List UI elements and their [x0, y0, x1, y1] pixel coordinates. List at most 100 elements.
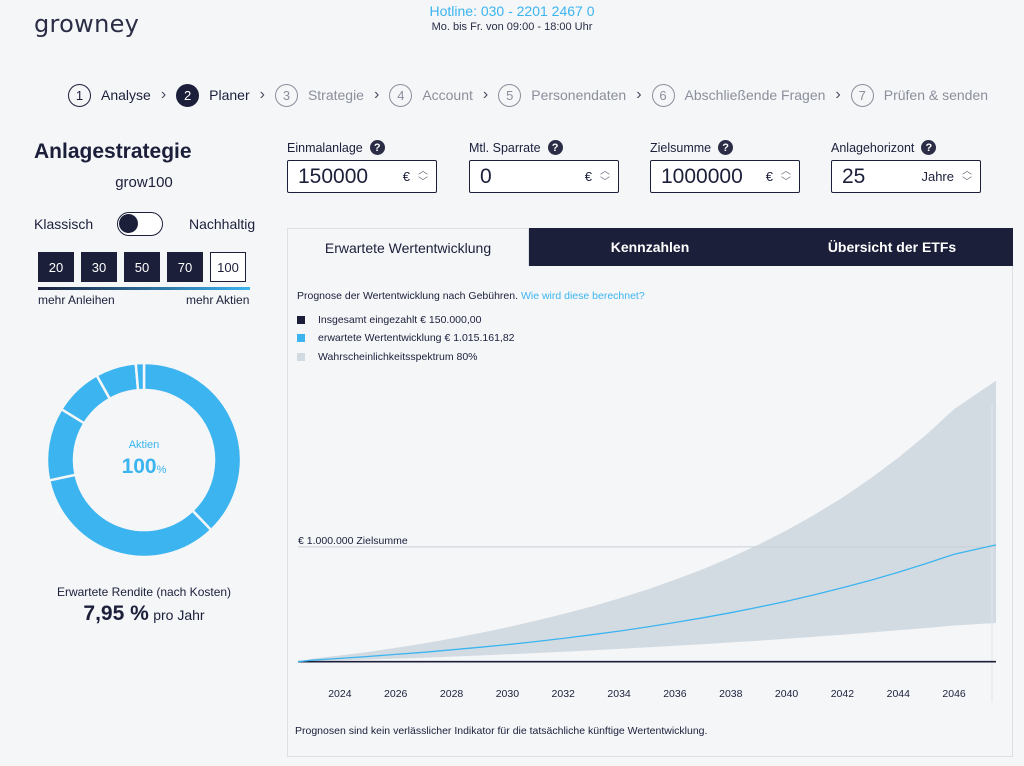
toggle-label-klassisch[interactable]: Klassisch — [34, 216, 94, 232]
einmalanlage-label: Einmalanlage? — [287, 140, 385, 155]
step-account[interactable]: 4 Account — [389, 83, 473, 107]
x-tick-label: 2032 — [552, 688, 576, 700]
x-tick-label: 2030 — [496, 688, 520, 700]
chevron-right-icon: › — [373, 86, 380, 103]
toggle-label-nachhaltig[interactable]: Nachhaltig — [189, 216, 256, 232]
allocation-50-button[interactable]: 50 — [124, 252, 160, 282]
field-label-text: Mtl. Sparrate — [469, 140, 541, 155]
prognose-label: Prognose der Wertentwicklung nach Gebühr… — [297, 290, 519, 302]
currency-unit: € — [402, 169, 410, 184]
step-label: Planer — [209, 87, 250, 103]
stepper-arrows[interactable]: ︿ ﹀ — [416, 166, 430, 188]
step-number: 4 — [389, 83, 413, 107]
chevron-right-icon: › — [259, 86, 265, 103]
allocation-70-button[interactable]: 70 — [167, 252, 203, 282]
help-icon[interactable]: ? — [921, 140, 937, 155]
legend-text: Insgesamt eingezahlt € 150.000,00 — [318, 314, 482, 326]
strategy-title: Anlagestrategie — [34, 140, 192, 163]
expected-return-unit: pro Jahr — [153, 607, 205, 623]
step-label: Personendaten — [531, 87, 627, 103]
allocation-gradient-bar — [38, 287, 250, 290]
chevron-down-icon[interactable]: ﹀ — [781, 176, 791, 188]
hotline-number[interactable]: Hotline: 030 - 2201 2467 0 — [429, 3, 595, 19]
chevron-down-icon[interactable]: ﹀ — [418, 176, 428, 188]
chevron-up-icon[interactable]: ︿ — [781, 165, 791, 177]
expected-return-label: Erwartete Rendite (nach Kosten) — [56, 585, 232, 599]
anlagehorizont-label: Anlagehorizont? — [831, 140, 937, 155]
stepper-arrows[interactable]: ︿ ﹀ — [779, 166, 793, 188]
legend-eingezahlt: Insgesamt eingezahlt € 150.000,00 — [297, 314, 481, 326]
tab-wertentwicklung[interactable]: Erwartete Wertentwicklung — [287, 228, 529, 266]
x-tick-label: 2024 — [328, 688, 352, 700]
stepper-arrows[interactable]: ︿ ﹀ — [960, 166, 974, 188]
disclaimer-footnote: Prognosen sind kein verlässlicher Indika… — [295, 725, 708, 737]
growney-logo[interactable]: growney — [34, 10, 140, 38]
sparrate-input[interactable]: 0 € ︿ ﹀ — [469, 160, 619, 193]
chevron-down-icon[interactable]: ﹀ — [962, 176, 972, 188]
help-icon[interactable]: ? — [718, 140, 734, 155]
anlagehorizont-input[interactable]: 25 Jahre ︿ ﹀ — [831, 160, 981, 193]
legend-text: erwartete Wertentwicklung € 1.015.161,82 — [318, 332, 515, 344]
allocation-30-button[interactable]: 30 — [81, 252, 117, 282]
step-label: Analyse — [101, 87, 151, 103]
chevron-down-icon[interactable]: ﹀ — [600, 176, 610, 188]
donut-unit: % — [157, 464, 167, 476]
zielsumme-input[interactable]: 1000000 € ︿ ﹀ — [650, 160, 800, 193]
step-number: 2 — [176, 83, 200, 107]
help-icon[interactable]: ? — [547, 140, 563, 155]
legend-swatch — [297, 334, 305, 342]
input-value: 150000 — [298, 164, 369, 188]
expected-return: 7,95 % pro Jahr — [34, 602, 254, 626]
series-wertentwicklung — [297, 544, 997, 663]
step-number: 6 — [651, 83, 675, 107]
chevron-right-icon: › — [160, 86, 167, 103]
x-tick-label: 2042 — [831, 688, 855, 700]
tab-etf-uebersicht[interactable]: Übersicht der ETFs — [771, 228, 1013, 266]
x-tick-label: 2026 — [384, 688, 408, 700]
x-tick-label: 2034 — [607, 688, 631, 700]
input-value: 1000000 — [661, 164, 743, 188]
tab-kennzahlen[interactable]: Kennzahlen — [529, 228, 771, 266]
step-abschliessende-fragen[interactable]: 6 Abschließende Fragen — [651, 83, 825, 107]
einmalanlage-input[interactable]: 150000 € ︿ ﹀ — [287, 160, 437, 193]
toggle-knob — [119, 214, 138, 233]
hotline-hours: Mo. bis Fr. von 09:00 - 18:00 Uhr — [431, 21, 593, 33]
x-tick-label: 2028 — [440, 688, 464, 700]
years-unit: Jahre — [921, 169, 954, 184]
chevron-up-icon[interactable]: ︿ — [600, 165, 610, 177]
help-icon[interactable]: ? — [369, 140, 385, 155]
step-personendaten[interactable]: 5 Personendaten — [498, 83, 627, 107]
chevron-right-icon: › — [482, 86, 489, 103]
legend-spektrum: Wahrscheinlichkeitsspektrum 80% — [297, 351, 478, 363]
x-tick-label: 2036 — [663, 688, 687, 700]
zielsumme-label: Zielsumme? — [650, 140, 734, 155]
step-number: 1 — [68, 83, 91, 107]
step-number: 5 — [498, 83, 522, 107]
sustainability-toggle[interactable] — [117, 212, 163, 236]
step-planer[interactable]: 2 Planer — [176, 83, 250, 107]
chevron-up-icon[interactable]: ︿ — [962, 165, 972, 177]
x-tick-label: 2038 — [719, 688, 743, 700]
input-value: 0 — [480, 164, 492, 188]
field-label-text: Anlagehorizont — [831, 140, 915, 155]
x-tick-label: 2046 — [942, 688, 966, 700]
step-label: Strategie — [307, 87, 364, 103]
step-number: 3 — [274, 83, 298, 107]
step-strategie[interactable]: 3 Strategie — [274, 83, 364, 107]
x-tick-label: 2044 — [887, 688, 911, 700]
step-label: Account — [422, 87, 473, 103]
strategy-name: grow100 — [115, 174, 173, 191]
allocation-donut-chart: Aktien 100% — [45, 361, 243, 559]
chevron-up-icon[interactable]: ︿ — [418, 165, 428, 177]
allocation-100-button[interactable]: 100 — [210, 252, 246, 282]
donut-percent: 100 — [122, 455, 157, 478]
step-analyse[interactable]: 1 Analyse — [68, 83, 151, 107]
stepper-arrows[interactable]: ︿ ﹀ — [598, 166, 612, 188]
step-number: 7 — [850, 83, 874, 107]
stocks-label: mehr Aktien — [186, 293, 250, 307]
input-value: 25 — [842, 164, 866, 188]
calculation-info-link[interactable]: Wie wird diese berechnet? — [520, 290, 645, 302]
allocation-20-button[interactable]: 20 — [38, 252, 74, 282]
progress-stepper: 1 Analyse › 2 Planer › 3 Strategie › 4 A… — [68, 83, 988, 107]
step-pruefen-senden[interactable]: 7 Prüfen & senden — [850, 83, 988, 107]
